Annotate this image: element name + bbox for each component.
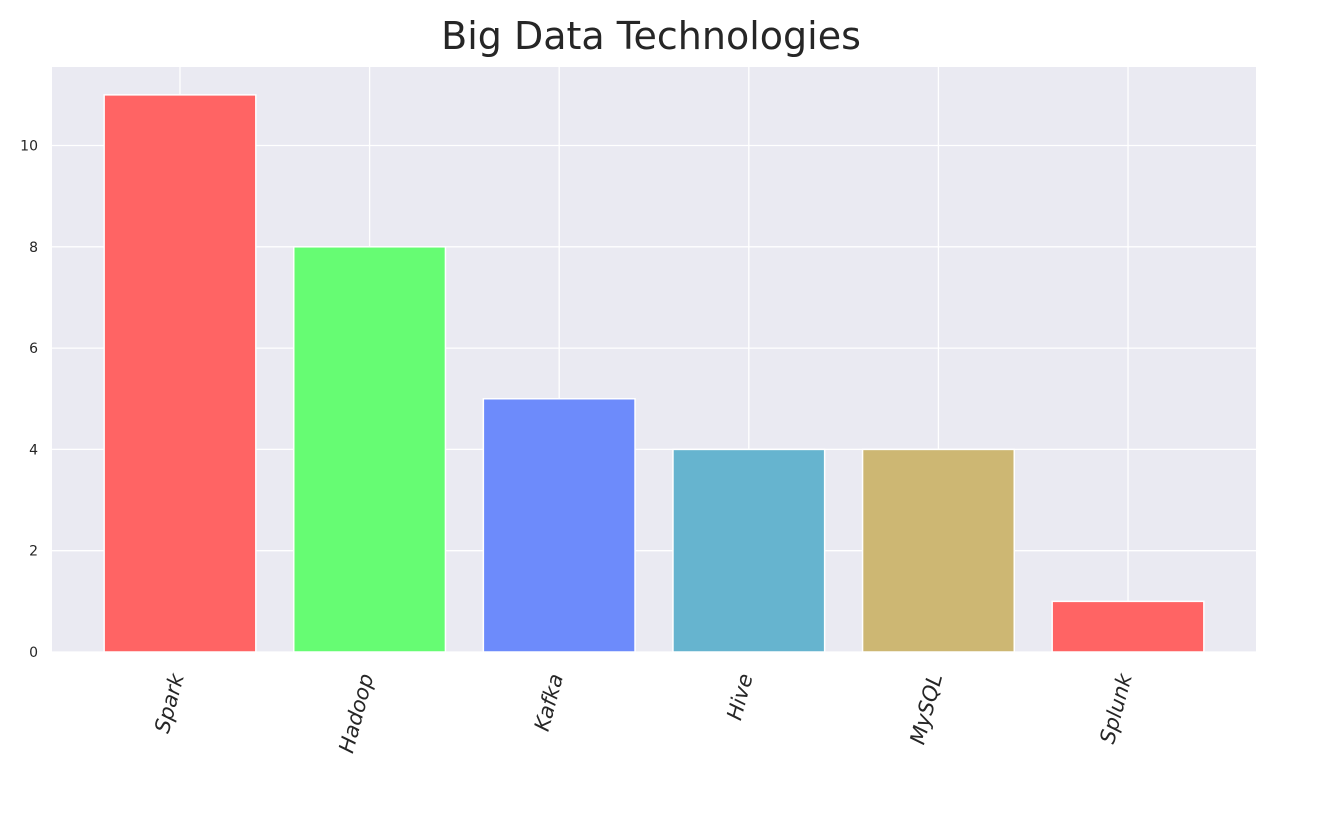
chart-title: Big Data Technologies <box>441 14 861 58</box>
y-tick-label: 2 <box>29 544 38 560</box>
x-tick-label: Splunk <box>1095 670 1137 746</box>
bar-hive <box>672 448 826 653</box>
bar-splunk <box>1051 600 1205 653</box>
bar-kafka <box>482 398 636 653</box>
y-tick-label: 8 <box>29 240 38 256</box>
x-tick-label: Kafka <box>530 671 568 734</box>
y-tick-label: 0 <box>29 645 38 661</box>
x-tick-label: Hadoop <box>334 671 378 755</box>
x-tick-label: Spark <box>150 670 189 735</box>
bar-mysql <box>861 448 1016 653</box>
y-tick-label: 6 <box>29 341 38 357</box>
bar-hadoop <box>292 246 447 653</box>
y-tick-label: 10 <box>20 139 38 155</box>
bar-spark <box>103 94 257 653</box>
x-tick-label: Hive <box>722 671 757 723</box>
y-tick-label: 4 <box>29 442 38 458</box>
x-tick-label: MySQL <box>905 671 947 747</box>
